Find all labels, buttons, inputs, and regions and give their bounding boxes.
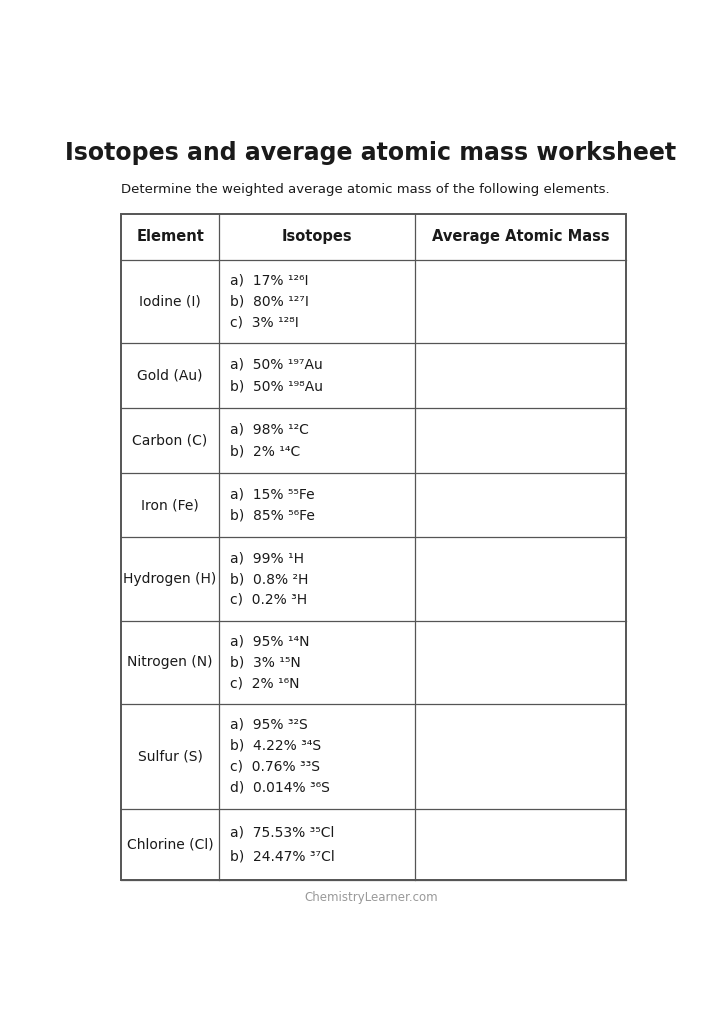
Text: a)  50% ¹⁹⁷Au: a) 50% ¹⁹⁷Au (230, 357, 323, 372)
Text: Isotopes and average atomic mass worksheet: Isotopes and average atomic mass workshe… (65, 141, 677, 165)
Text: b)  50% ¹⁹⁸Au: b) 50% ¹⁹⁸Au (230, 379, 323, 393)
Text: c)  2% ¹⁶N: c) 2% ¹⁶N (230, 676, 300, 690)
Text: b)  2% ¹⁴C: b) 2% ¹⁴C (230, 444, 300, 458)
Text: Hydrogen (H): Hydrogen (H) (124, 572, 216, 586)
Text: Carbon (C): Carbon (C) (132, 433, 208, 447)
Text: c)  0.2% ³H: c) 0.2% ³H (230, 593, 307, 607)
Text: b)  80% ¹²⁷I: b) 80% ¹²⁷I (230, 295, 309, 308)
Text: Isotopes: Isotopes (282, 229, 352, 244)
Text: a)  95% ¹⁴N: a) 95% ¹⁴N (230, 635, 309, 648)
Text: a)  15% ⁵⁵Fe: a) 15% ⁵⁵Fe (230, 487, 314, 502)
Text: b)  85% ⁵⁶Fe: b) 85% ⁵⁶Fe (230, 509, 315, 523)
Text: Nitrogen (N): Nitrogen (N) (127, 655, 213, 670)
Text: Iron (Fe): Iron (Fe) (141, 498, 199, 512)
Text: Chlorine (Cl): Chlorine (Cl) (127, 838, 214, 851)
Text: Iodine (I): Iodine (I) (139, 295, 201, 308)
Text: Gold (Au): Gold (Au) (138, 369, 203, 383)
Bar (122, 214, 626, 880)
Text: a)  98% ¹²C: a) 98% ¹²C (230, 423, 309, 436)
Text: ChemistryLearner.com: ChemistryLearner.com (304, 891, 438, 903)
Text: a)  75.53% ³⁵Cl: a) 75.53% ³⁵Cl (230, 825, 334, 840)
Text: a)  95% ³²S: a) 95% ³²S (230, 718, 308, 732)
Text: b)  3% ¹⁵N: b) 3% ¹⁵N (230, 655, 300, 670)
Text: Average Atomic Mass: Average Atomic Mass (432, 229, 610, 244)
Text: a)  99% ¹H: a) 99% ¹H (230, 551, 304, 565)
Text: b)  24.47% ³⁷Cl: b) 24.47% ³⁷Cl (230, 849, 334, 863)
Text: Determine the weighted average atomic mass of the following elements.: Determine the weighted average atomic ma… (122, 182, 610, 196)
Text: b)  4.22% ³⁴S: b) 4.22% ³⁴S (230, 739, 321, 753)
Text: Element: Element (136, 229, 204, 244)
Text: a)  17% ¹²⁶I: a) 17% ¹²⁶I (230, 273, 308, 288)
Text: c)  3% ¹²⁸I: c) 3% ¹²⁸I (230, 315, 299, 330)
Text: b)  0.8% ²H: b) 0.8% ²H (230, 572, 308, 586)
Text: Sulfur (S): Sulfur (S) (138, 750, 203, 764)
Text: c)  0.76% ³³S: c) 0.76% ³³S (230, 760, 320, 774)
Text: d)  0.014% ³⁶S: d) 0.014% ³⁶S (230, 781, 330, 795)
